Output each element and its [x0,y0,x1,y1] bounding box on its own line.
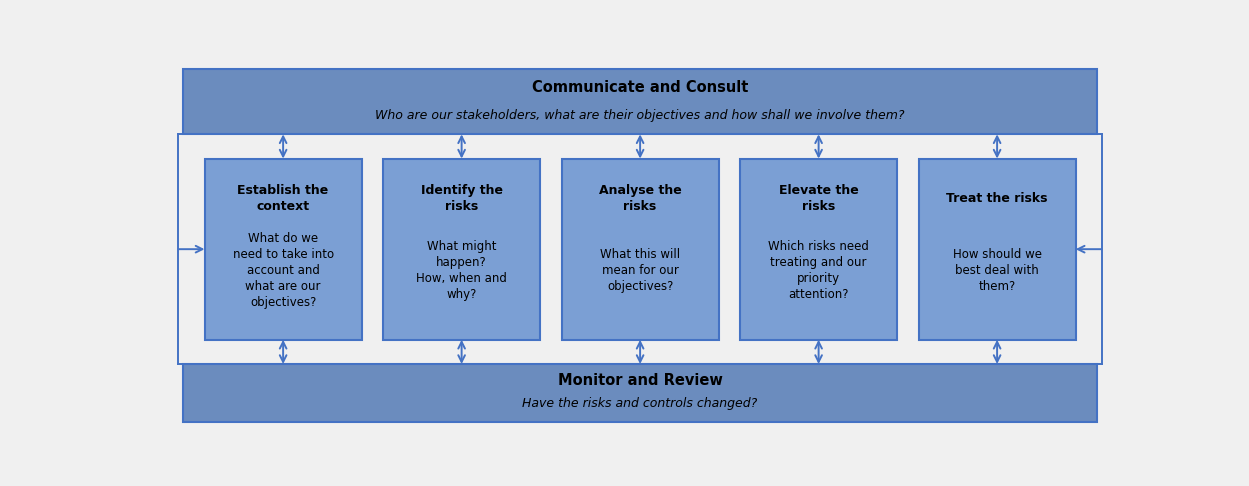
FancyBboxPatch shape [184,364,1097,422]
Text: Identify the
risks: Identify the risks [421,184,502,213]
Text: Who are our stakeholders, what are their objectives and how shall we involve the: Who are our stakeholders, what are their… [376,109,904,122]
FancyBboxPatch shape [739,158,897,340]
Text: Establish the
context: Establish the context [237,184,328,213]
Text: Monitor and Review: Monitor and Review [557,373,723,388]
Text: What do we
need to take into
account and
what are our
objectives?: What do we need to take into account and… [232,232,333,310]
FancyBboxPatch shape [562,158,718,340]
Text: Elevate the
risks: Elevate the risks [778,184,858,213]
FancyBboxPatch shape [918,158,1075,340]
Text: Communicate and Consult: Communicate and Consult [532,80,748,95]
Text: Which risks need
treating and our
priority
attention?: Which risks need treating and our priori… [768,241,869,301]
Text: Treat the risks: Treat the risks [947,192,1048,205]
FancyBboxPatch shape [184,69,1097,134]
FancyBboxPatch shape [383,158,541,340]
Text: Have the risks and controls changed?: Have the risks and controls changed? [522,397,758,410]
FancyBboxPatch shape [205,158,362,340]
Text: Analyse the
risks: Analyse the risks [598,184,682,213]
Text: What this will
mean for our
objectives?: What this will mean for our objectives? [600,248,681,294]
Text: What might
happen?
How, when and
why?: What might happen? How, when and why? [416,241,507,301]
Text: How should we
best deal with
them?: How should we best deal with them? [953,248,1042,294]
